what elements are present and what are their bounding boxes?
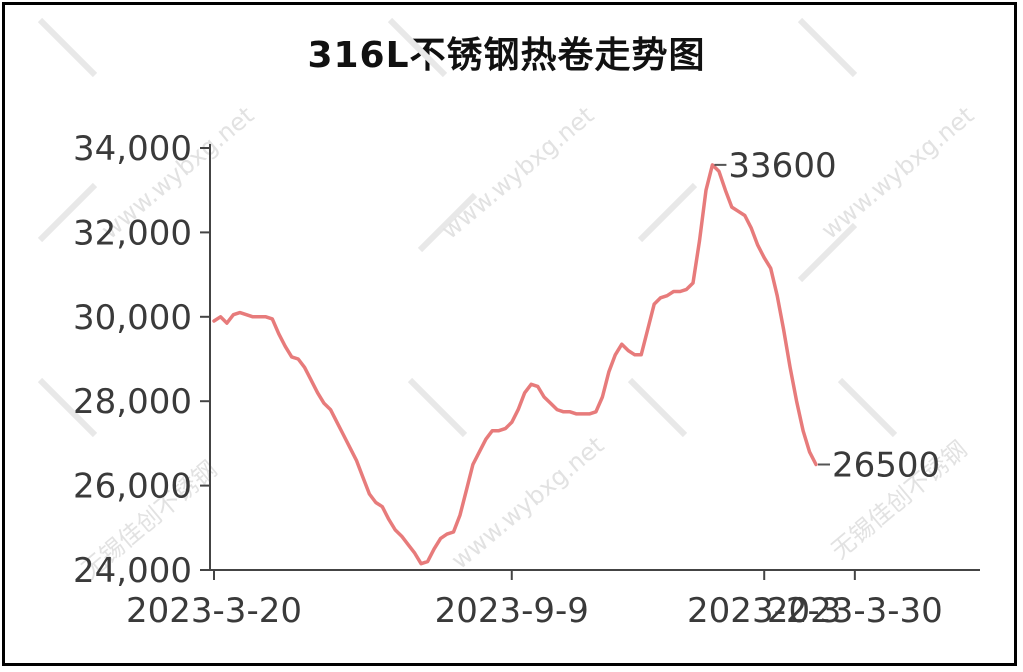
y-tick-label: 34,000 (73, 129, 192, 169)
watermark-slash (837, 377, 898, 438)
watermark-slash (797, 222, 858, 283)
watermark-slash (417, 192, 478, 253)
watermark-text: www.wybxg.net (446, 431, 609, 574)
series-line (212, 163, 818, 566)
watermark-slash (407, 377, 468, 438)
y-tick-label: 30,000 (73, 298, 192, 338)
y-tick-label: 28,000 (73, 382, 192, 422)
watermark-slash (37, 377, 98, 438)
chart-title: 316L不锈钢热卷走势图 (307, 35, 706, 76)
y-tick-label: 32,000 (73, 213, 192, 253)
annotation-label: 26500 (832, 446, 940, 486)
y-tick-label: 24,000 (73, 551, 192, 591)
watermark-text: www.wybxg.net (436, 101, 599, 244)
watermark-text: www.wybxg.net (816, 101, 979, 244)
watermark-slash (637, 182, 698, 243)
plot-area: 33600 26500 (212, 146, 940, 566)
x-tick-label: 2023-3-20 (126, 591, 302, 631)
watermark-slash (627, 377, 688, 438)
x-tick-label: 2023-2-3 (687, 591, 841, 631)
watermark-slash (387, 17, 448, 78)
x-tick-label: 2023-3-30 (767, 591, 943, 631)
axes: 34,00032,00030,00028,00026,00024,0002023… (73, 129, 980, 631)
watermark-slash (797, 17, 858, 78)
watermark-slash (37, 182, 98, 243)
watermark-slash (37, 17, 98, 78)
x-tick-label: 2023-9-9 (435, 591, 589, 631)
y-tick-label: 26,000 (73, 467, 192, 507)
annotation-label: 33600 (728, 146, 836, 186)
